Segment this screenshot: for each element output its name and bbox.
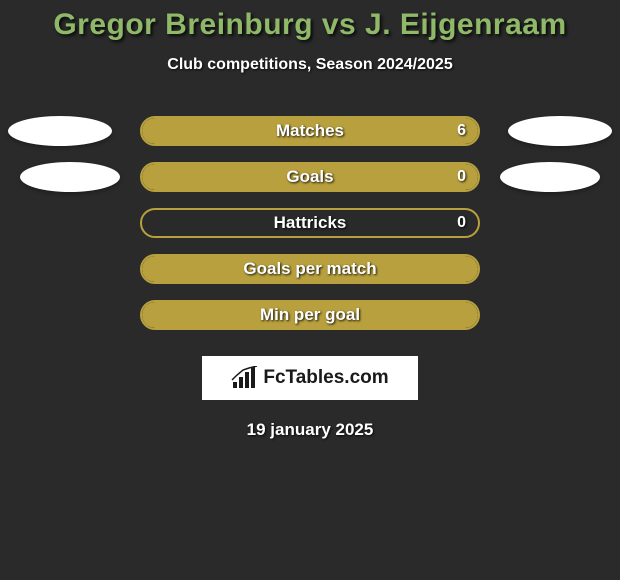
stat-bar: Goals 0 (140, 162, 480, 192)
stat-row: Goals per match (0, 246, 620, 292)
chart-icon (231, 366, 259, 390)
stat-label: Hattricks (274, 213, 347, 233)
stat-row: Hattricks 0 (0, 200, 620, 246)
logo-text: FcTables.com (263, 367, 388, 389)
stat-row: Min per goal (0, 292, 620, 338)
side-ellipse-right (508, 116, 612, 146)
stat-label: Goals per match (243, 259, 376, 279)
stat-label: Matches (276, 121, 344, 141)
subtitle: Club competitions, Season 2024/2025 (0, 56, 620, 74)
logo-box: FcTables.com (202, 356, 418, 400)
stat-label: Min per goal (260, 305, 360, 325)
stat-label: Goals (286, 167, 333, 187)
side-ellipse-right (500, 162, 600, 192)
stat-row: Matches 6 (0, 108, 620, 154)
date: 19 january 2025 (0, 420, 620, 440)
side-ellipse-left (20, 162, 120, 192)
stat-bar: Min per goal (140, 300, 480, 330)
stats-container: Matches 6 Goals 0 Hattricks 0 Goals per match M… (0, 108, 620, 338)
stat-row: Goals 0 (0, 154, 620, 200)
stat-value: 6 (457, 122, 466, 140)
main-container: Gregor Breinburg vs J. Eijgenraam Club c… (0, 0, 620, 440)
stat-value: 0 (457, 168, 466, 186)
stat-value: 0 (457, 214, 466, 232)
stat-bar: Goals per match (140, 254, 480, 284)
page-title: Gregor Breinburg vs J. Eijgenraam (0, 8, 620, 42)
side-ellipse-left (8, 116, 112, 146)
stat-bar: Matches 6 (140, 116, 480, 146)
stat-bar: Hattricks 0 (140, 208, 480, 238)
